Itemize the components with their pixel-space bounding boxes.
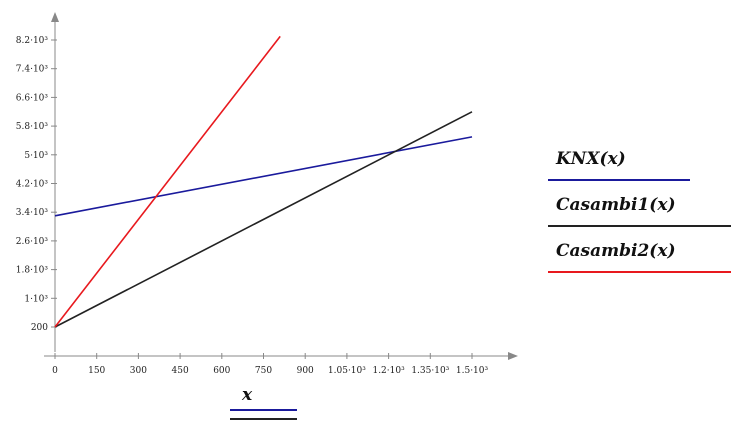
- y-tick-label: 5·10³: [24, 151, 48, 161]
- x-tick-label: 150: [88, 366, 105, 376]
- y-tick-label: 3.4·10³: [16, 208, 49, 218]
- y-axis-ticks: 200 1·10³ 1.8·10³ 2.6·10³ 3.4·10³ 4.2·10³ 5·10…: [16, 36, 57, 333]
- legend-label-casambi2: Casambi2(x): [556, 241, 676, 261]
- legend-item-casambi1: Casambi1(x): [548, 189, 731, 235]
- legend: KNX(x) Casambi1(x) Casambi2(x): [548, 143, 731, 281]
- x-tick-label: 300: [130, 366, 147, 376]
- legend-line-casambi1: [548, 225, 731, 227]
- series-line-casambi2-x: [54, 35, 281, 328]
- y-tick-label: 6.6·10³: [16, 93, 49, 103]
- y-tick-label: 2.6·10³: [16, 237, 49, 247]
- x-tick-label: 1.2·10³: [372, 366, 405, 376]
- legend-label-knx: KNX(x): [556, 149, 626, 169]
- x-axis-arrow: [508, 352, 518, 360]
- series-line-casambi1-x: [54, 111, 473, 328]
- x-tick-label: 600: [213, 366, 230, 376]
- x-tick-label: 1.05·10³: [328, 366, 366, 376]
- y-tick-label: 4.2·10³: [16, 180, 49, 190]
- y-tick-label: 200: [31, 323, 48, 333]
- y-tick-label: 1.8·10³: [16, 266, 49, 276]
- x-tick-label: 900: [297, 366, 314, 376]
- x-axis-label: x: [241, 385, 253, 405]
- x-tick-label: 450: [172, 366, 189, 376]
- series-lines: [54, 35, 473, 328]
- y-axis-arrow: [51, 12, 59, 22]
- y-tick-label: 1·10³: [24, 294, 48, 304]
- legend-line-knx: [548, 179, 690, 181]
- y-tick-label: 8.2·10³: [16, 36, 49, 46]
- x-axis-ticks: 0 150 300 450 600 750 900 1.05·10³ 1.2·10³ 1.35·1…: [52, 353, 489, 376]
- series-line-knx-x: [54, 136, 473, 217]
- x-tick-label: 750: [255, 366, 272, 376]
- axes: [44, 12, 518, 360]
- legend-label-casambi1: Casambi1(x): [556, 195, 676, 215]
- x-tick-label: 1.35·10³: [411, 366, 449, 376]
- legend-item-knx: KNX(x): [548, 143, 731, 189]
- legend-item-casambi2: Casambi2(x): [548, 235, 731, 281]
- y-tick-label: 7.4·10³: [16, 65, 49, 75]
- x-tick-label: 0: [52, 366, 58, 376]
- y-tick-label: 5.8·10³: [16, 122, 49, 132]
- legend-line-casambi2: [548, 271, 731, 273]
- x-tick-label: 1.5·10³: [456, 366, 489, 376]
